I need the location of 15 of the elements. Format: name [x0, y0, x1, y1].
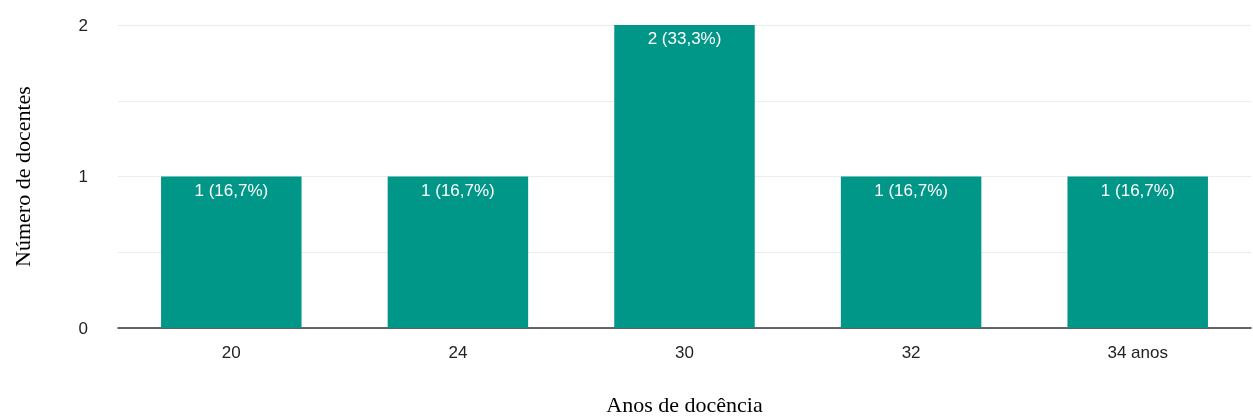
y-tick-label: 2	[78, 15, 88, 35]
y-tick-label: 1	[78, 167, 88, 186]
x-tick-label: 24	[448, 343, 468, 362]
x-axis-title: Anos de docência	[606, 391, 763, 417]
data-label: 1 (16,7%)	[874, 180, 948, 200]
y-tick-label: 0	[78, 318, 88, 338]
x-tick-label: 30	[675, 343, 694, 362]
y-axis-title: Número de docentes	[9, 86, 35, 267]
x-tick-label: 32	[901, 343, 921, 362]
data-label: 1 (16,7%)	[1100, 180, 1175, 200]
x-tick-label: 20	[221, 343, 241, 362]
x-tick-label: 34 anos	[1107, 343, 1168, 362]
data-label: 1 (16,7%)	[421, 180, 495, 200]
data-label: 1 (16,7%)	[194, 180, 269, 200]
data-label: 2 (33,3%)	[647, 29, 722, 48]
